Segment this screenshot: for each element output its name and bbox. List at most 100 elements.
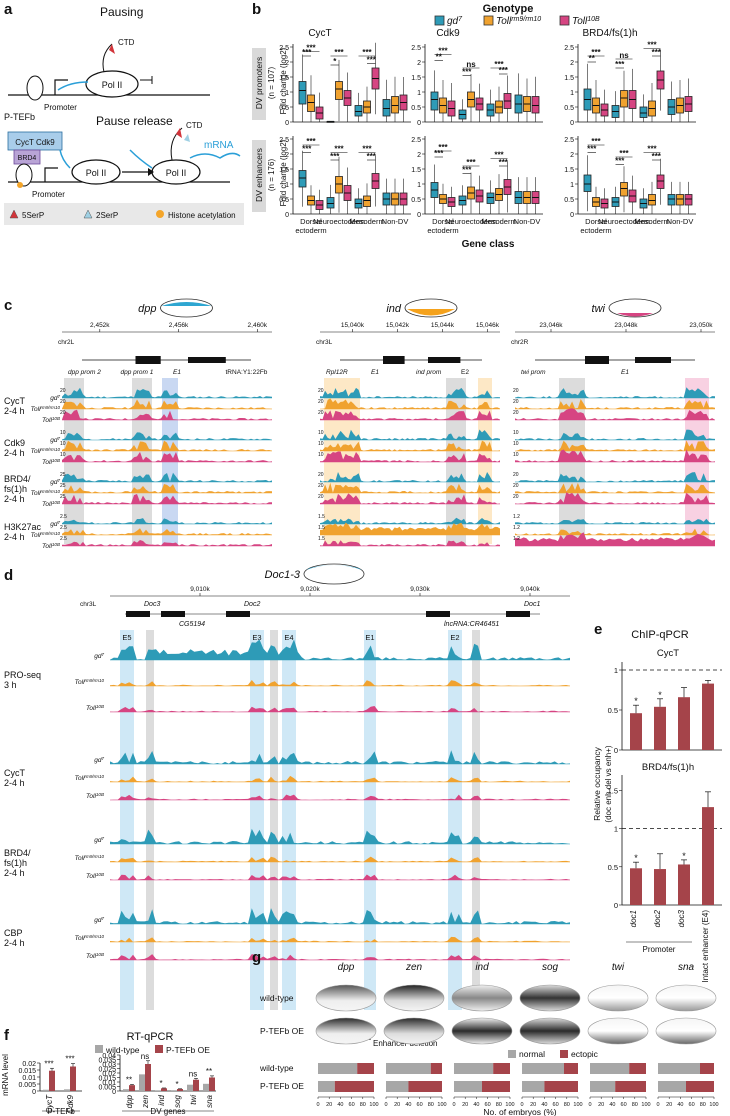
category-label: doc2 xyxy=(653,909,662,927)
box xyxy=(391,96,399,114)
oe-bar xyxy=(193,1079,199,1091)
gene-title: ind xyxy=(475,962,489,973)
y-tick-label: 1 xyxy=(570,182,574,189)
normal-bar xyxy=(658,1081,686,1092)
normal-bar xyxy=(658,1063,700,1074)
rtqpcr-title: RT-qPCR xyxy=(127,1031,174,1043)
legend-swatch xyxy=(560,1050,568,1058)
signal-track xyxy=(110,639,570,660)
y-tick-label: 0 xyxy=(417,212,421,219)
track-scale: 2.5 xyxy=(60,514,67,520)
embryo-image xyxy=(587,1017,649,1045)
sig-label: *** xyxy=(591,137,601,146)
ctd-label: CTD xyxy=(118,38,135,47)
coord-label: 15,042k xyxy=(386,322,410,329)
oe-bar xyxy=(70,1066,76,1091)
embryo-image xyxy=(451,984,513,1012)
coord-label: 15,046k xyxy=(476,322,500,329)
box xyxy=(326,197,335,209)
gene-exon xyxy=(135,356,161,364)
feature-label: Doc2 xyxy=(244,601,260,608)
embryo-image xyxy=(315,1017,377,1045)
y-tick-label: 0.5 xyxy=(564,105,574,112)
y-tick-label: 0.025 xyxy=(98,1067,116,1074)
x-tick-label: 60 xyxy=(349,1102,355,1108)
legend-ser5-icon xyxy=(9,209,19,219)
coord-label: 9,030k xyxy=(410,586,430,593)
signal-track xyxy=(320,482,500,493)
sig-label: *** xyxy=(438,143,448,152)
y-tick-label: 1.5 xyxy=(279,167,289,174)
gene-label: ind xyxy=(157,1094,166,1105)
pol2-label-3: Pol II xyxy=(166,168,187,178)
track-genotype: Toll10B xyxy=(86,704,104,713)
embryo-image xyxy=(655,1017,717,1045)
y-tick-label: 0 xyxy=(614,746,618,755)
gene-exon xyxy=(226,611,250,617)
promoter-label-2: Promoter xyxy=(32,190,65,199)
signal-track xyxy=(110,680,570,686)
ptefb-label: P-TEFb xyxy=(4,112,35,122)
box xyxy=(531,96,540,114)
x-tick-label: 0 xyxy=(656,1102,659,1108)
track-genotype: Tollrm9/rm10 xyxy=(75,678,105,687)
y-axis-label: Fold change (log2) xyxy=(279,47,288,114)
ectopic-bar xyxy=(686,1081,714,1092)
y-tick-label: 0.035 xyxy=(98,1058,116,1065)
track-genotype: Tollrm9/rm10 xyxy=(75,854,105,863)
region-highlight xyxy=(448,630,462,1010)
x-tick-label: 20 xyxy=(326,1102,332,1108)
panel-letter-a: a xyxy=(4,1,13,18)
box xyxy=(430,91,439,111)
ectopic-bar xyxy=(334,1081,374,1092)
signal-track xyxy=(110,936,570,942)
row-label: P-TEFb OE xyxy=(260,1026,304,1036)
signal-track xyxy=(320,451,500,462)
x-tick-label: 80 xyxy=(564,1102,570,1108)
sig-label: *** xyxy=(65,1055,74,1064)
category-label: Intact enhancer (E4) xyxy=(701,910,710,983)
y-tick-label: 2.5 xyxy=(279,45,289,52)
ectopic-bar xyxy=(493,1063,510,1074)
nucleosome-2 xyxy=(15,163,33,187)
track-scale: 20 xyxy=(318,483,324,489)
x-tick-label: 60 xyxy=(689,1102,695,1108)
legend-label: P-TEFb OE xyxy=(166,1045,210,1055)
nucleosome xyxy=(26,75,44,101)
sig-label: *** xyxy=(652,152,662,161)
y-tick-label: 0 xyxy=(417,120,421,127)
sig-label: *** xyxy=(615,60,625,69)
feature-label: E1 xyxy=(371,369,379,376)
embryo-image xyxy=(383,1017,445,1045)
signal-track xyxy=(320,440,500,451)
signal-track xyxy=(62,440,272,451)
track-group-label: 3 h xyxy=(4,680,17,690)
column-title: BRD4/fs(1)h xyxy=(582,28,637,39)
y-tick-label: 2.5 xyxy=(411,137,421,144)
gene-label: dpp xyxy=(125,1094,134,1108)
signal-track xyxy=(62,484,272,493)
brd4-bar xyxy=(654,869,666,905)
track-scale: 25 xyxy=(60,472,66,478)
y-tick-label: 1.5 xyxy=(564,75,574,82)
feature-label: dpp prom 1 xyxy=(121,369,154,376)
gene-title: dpp xyxy=(338,962,355,973)
track-scale: 20 xyxy=(513,410,519,416)
track-scale: 10 xyxy=(513,441,519,447)
category-label: Dorsal xyxy=(300,217,322,226)
region-label: E1 xyxy=(365,633,374,642)
embryo-image xyxy=(519,984,581,1012)
x-tick-label: 80 xyxy=(632,1102,638,1108)
track-scale: 1.2 xyxy=(513,536,520,542)
sig-label: *** xyxy=(306,137,316,146)
sig-label: *** xyxy=(591,48,601,57)
x-tick-label: 80 xyxy=(360,1102,366,1108)
brd4-bar xyxy=(630,868,642,905)
sig-label: *** xyxy=(619,149,629,158)
sig-label: *** xyxy=(438,47,448,56)
box xyxy=(307,94,315,112)
x-tick-label: 40 xyxy=(473,1102,479,1108)
y-tick-label: 2 xyxy=(570,60,574,67)
box xyxy=(656,174,665,189)
x-tick-label: 20 xyxy=(666,1102,672,1108)
